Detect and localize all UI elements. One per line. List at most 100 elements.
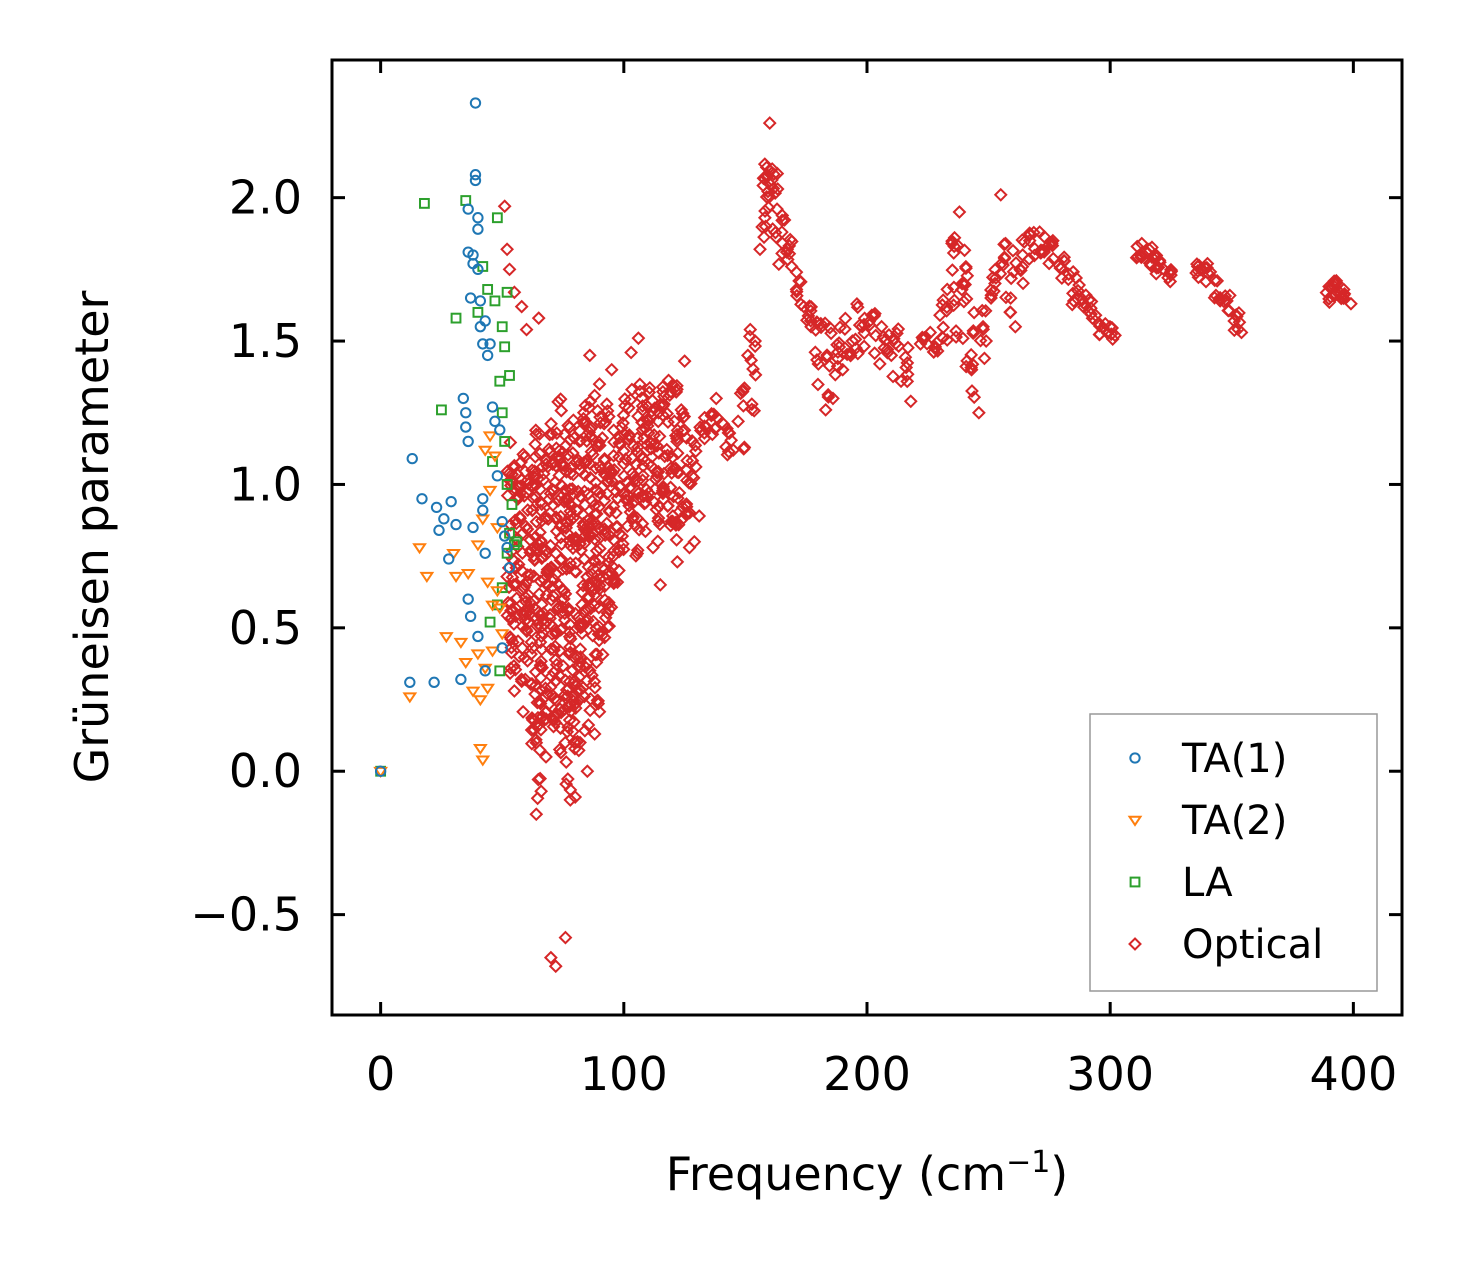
- data-point-la: [499, 341, 511, 353]
- data-point-optical: [811, 377, 825, 392]
- scatter-points: [373, 97, 1358, 974]
- data-point-optical: [542, 427, 557, 442]
- data-point-optical: [685, 453, 700, 468]
- data-point-optical: [952, 205, 967, 219]
- data-point-optical: [1229, 309, 1244, 324]
- data-point-ta-1-: [433, 524, 445, 537]
- data-point-optical: [606, 448, 621, 463]
- data-point-la: [489, 295, 501, 307]
- data-point-optical: [550, 707, 564, 722]
- data-point-optical: [554, 551, 569, 566]
- data-point-optical: [602, 619, 617, 634]
- data-point-optical: [545, 482, 559, 497]
- data-point-optical: [588, 680, 602, 695]
- data-point-optical: [959, 261, 973, 276]
- data-point-optical: [525, 490, 540, 505]
- data-point-optical: [1023, 228, 1037, 242]
- data-point-optical: [528, 449, 543, 464]
- data-point-optical: [669, 518, 683, 533]
- data-point-optical: [601, 409, 616, 424]
- data-point-optical: [947, 293, 962, 308]
- data-point-optical: [688, 444, 703, 459]
- data-point-optical: [592, 521, 606, 536]
- data-point-optical: [614, 420, 629, 435]
- data-point-ta-1-: [479, 547, 491, 559]
- data-point-optical: [733, 386, 748, 401]
- data-point-optical: [933, 308, 947, 323]
- data-point-la: [419, 197, 430, 209]
- data-point-ta-2-: [489, 586, 505, 598]
- data-point-optical: [607, 462, 622, 477]
- data-point-optical: [544, 642, 558, 657]
- data-point-ta-1-: [464, 292, 477, 304]
- data-point-optical: [562, 625, 577, 640]
- data-point-optical: [514, 455, 529, 469]
- data-point-optical: [557, 702, 572, 716]
- data-point-optical: [533, 696, 548, 711]
- data-point-optical: [830, 351, 845, 366]
- data-point-optical: [1078, 288, 1093, 303]
- data-point-optical: [592, 377, 607, 391]
- data-point-optical: [653, 577, 668, 592]
- data-point-ta-2-: [448, 571, 464, 583]
- data-point-optical: [519, 606, 534, 621]
- data-point-optical: [822, 320, 837, 335]
- data-point-ta-1-: [416, 493, 428, 505]
- legend-entry-ta-1-: TA(1): [1129, 736, 1287, 782]
- data-point-ta-1-: [445, 495, 457, 508]
- data-point-optical: [587, 727, 602, 741]
- data-point-optical: [661, 415, 675, 429]
- data-point-optical: [502, 262, 517, 277]
- data-point-optical: [511, 557, 526, 572]
- data-point-optical: [884, 348, 899, 363]
- data-point-optical: [936, 320, 951, 335]
- data-point-optical: [1033, 245, 1048, 260]
- data-point-optical: [1329, 273, 1344, 288]
- data-point-la: [496, 321, 508, 333]
- data-point-optical: [670, 378, 684, 393]
- data-point-optical: [746, 362, 760, 376]
- data-point-optical: [650, 438, 664, 453]
- data-point-optical: [1108, 328, 1122, 343]
- data-point-ta-1-: [430, 501, 443, 514]
- data-point-optical: [945, 234, 960, 249]
- data-point-optical: [607, 572, 622, 587]
- data-point-optical: [626, 439, 641, 454]
- data-point-optical: [891, 339, 906, 354]
- data-point-optical: [1061, 267, 1076, 282]
- data-point-optical: [583, 429, 598, 444]
- data-point-optical: [610, 575, 625, 590]
- data-point-optical: [524, 736, 539, 751]
- data-point-optical: [601, 595, 616, 610]
- data-point-optical: [721, 425, 736, 440]
- data-point-optical: [826, 391, 840, 406]
- data-point-optical: [602, 602, 617, 617]
- data-point-optical: [1003, 291, 1018, 306]
- data-point-optical: [616, 408, 631, 423]
- data-point-optical: [624, 345, 639, 360]
- data-point-optical: [855, 319, 870, 334]
- data-point-optical: [545, 580, 560, 594]
- data-point-optical: [804, 319, 818, 334]
- data-point-optical: [1015, 259, 1030, 274]
- legend-label: Optical: [1182, 922, 1323, 968]
- data-point-optical: [581, 718, 596, 732]
- data-point-optical: [517, 449, 532, 464]
- data-point-optical: [609, 484, 624, 499]
- data-point-optical: [864, 308, 879, 323]
- legend-entries: TA(1) TA(2) LA Optical: [1127, 736, 1323, 968]
- data-point-optical: [526, 569, 541, 584]
- data-point-ta-2-: [470, 649, 486, 661]
- data-point-optical: [524, 635, 539, 650]
- data-point-optical: [543, 680, 558, 695]
- data-point-ta-2-: [482, 431, 498, 443]
- data-point-optical: [958, 259, 973, 274]
- data-point-ta-2-: [460, 569, 476, 581]
- x-axis-label-superscript: −1: [1006, 1145, 1050, 1180]
- legend: TA(1) TA(2) LA Optical: [1089, 713, 1378, 992]
- data-point-optical: [572, 670, 587, 685]
- data-point-optical: [524, 647, 538, 662]
- data-point-optical: [850, 300, 865, 315]
- data-point-optical: [630, 546, 645, 561]
- data-point-optical: [801, 308, 816, 323]
